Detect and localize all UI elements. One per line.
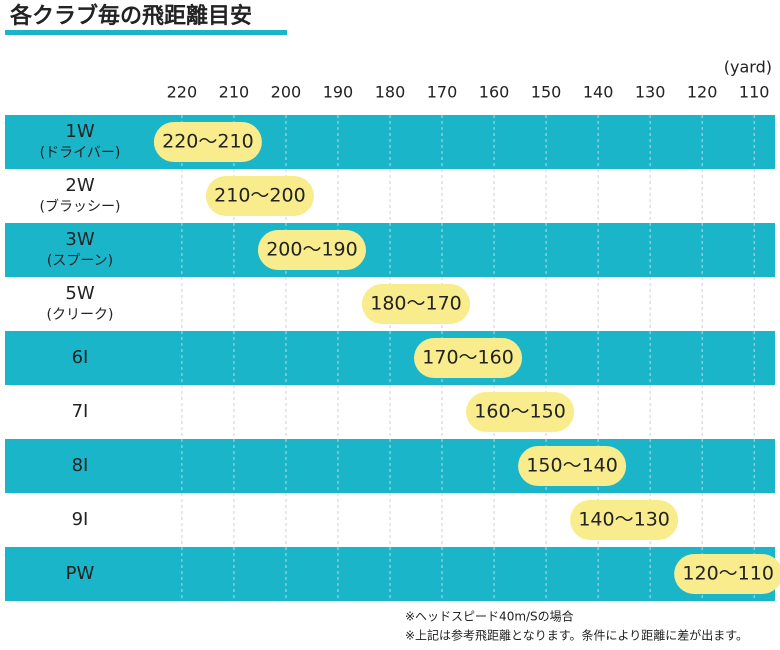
x-tick-label: 200 xyxy=(271,83,302,102)
x-tick-label: 210 xyxy=(219,83,250,102)
category-note: (スプーン) xyxy=(47,253,113,269)
value-label: 210〜200 xyxy=(214,185,306,207)
range-pill xyxy=(518,446,627,486)
note: ※上記は参考飛距離となります。条件により距離に差が出ます。 xyxy=(405,628,748,643)
x-tick-label: 150 xyxy=(531,83,562,102)
category-label: 3W xyxy=(65,229,94,250)
category-label: 2W xyxy=(65,175,94,196)
category-label: 9I xyxy=(72,509,89,530)
range-pill xyxy=(257,230,366,270)
category-note: (クリーク) xyxy=(47,307,114,323)
range-pill xyxy=(570,500,679,540)
x-tick-label: 220 xyxy=(167,83,198,102)
value-label: 200〜190 xyxy=(266,239,358,261)
value-label: 220〜210 xyxy=(162,131,254,153)
category-label: 7I xyxy=(72,401,89,422)
value-label: 170〜160 xyxy=(422,347,514,369)
category-label: 5W xyxy=(65,283,94,304)
range-pill xyxy=(466,392,575,432)
value-label: 150〜140 xyxy=(526,455,618,477)
range-pill xyxy=(205,176,314,216)
range-pill xyxy=(674,554,780,594)
category-note: (ドライバー) xyxy=(40,145,121,161)
x-tick-label: 110 xyxy=(739,83,770,102)
category-label: 6I xyxy=(72,347,89,368)
x-tick-label: 130 xyxy=(635,83,666,102)
x-tick-label: 140 xyxy=(583,83,614,102)
category-label: PW xyxy=(66,563,95,584)
x-tick-label: 120 xyxy=(687,83,718,102)
range-pill xyxy=(153,122,262,162)
value-label: 140〜130 xyxy=(578,509,670,531)
x-tick-label: 160 xyxy=(479,83,510,102)
chart-title: 各クラブ毎の飛距離目安 xyxy=(9,3,252,29)
range-pill xyxy=(414,338,523,378)
range-pill xyxy=(362,284,471,324)
value-label: 160〜150 xyxy=(474,401,566,423)
category-label: 8I xyxy=(72,455,89,476)
row-band xyxy=(5,439,775,493)
category-label: 1W xyxy=(65,121,94,142)
note: ※ヘッドスピード40m/Sの場合 xyxy=(405,609,574,624)
category-note: (ブラッシー) xyxy=(40,198,121,215)
title-underline xyxy=(5,30,287,35)
x-tick-label: 190 xyxy=(323,83,354,102)
x-tick-label: 180 xyxy=(375,83,406,102)
row-band xyxy=(5,385,775,439)
value-label: 120〜110 xyxy=(682,563,774,585)
x-tick-label: 170 xyxy=(427,83,458,102)
unit-label: (yard) xyxy=(724,58,772,77)
value-label: 180〜170 xyxy=(370,293,462,315)
